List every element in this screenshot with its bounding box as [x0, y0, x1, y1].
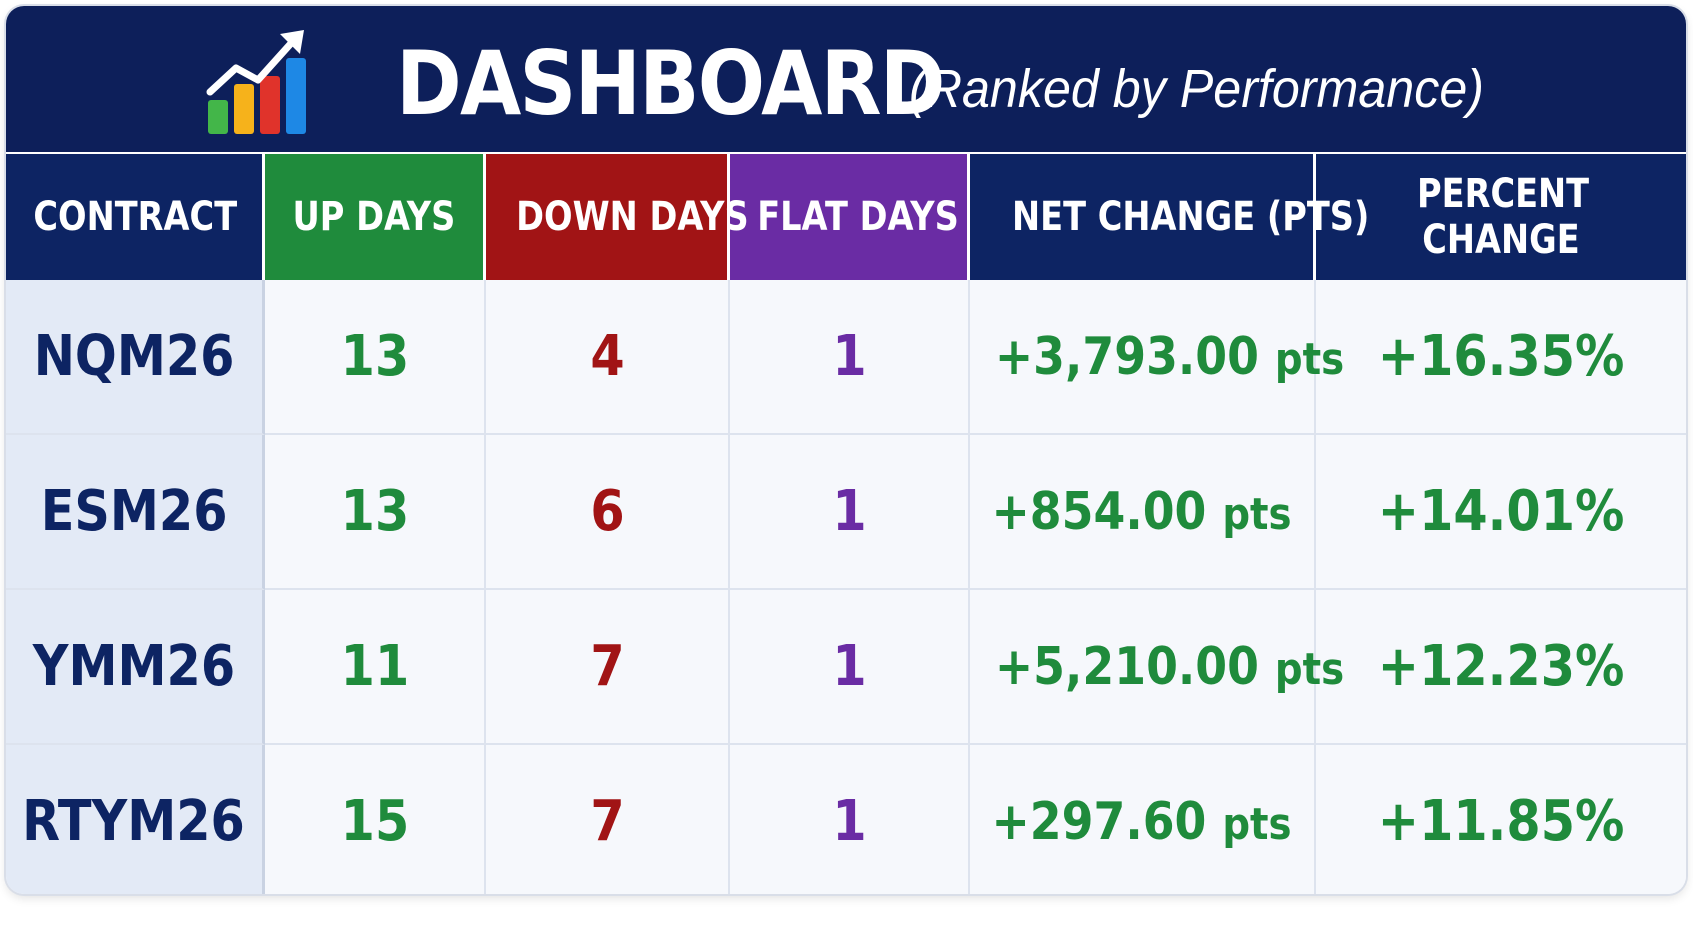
bar-chart-growth-icon — [206, 30, 306, 134]
up-days-cell: 11 — [265, 590, 486, 745]
table-row: RTYM26 15 7 1 +297.60 pts +11.85% — [6, 745, 1686, 894]
flat-days-cell: 1 — [730, 745, 970, 894]
column-header-percent-change: PERCENT CHANGE — [1316, 154, 1686, 280]
table-row: NQM26 13 4 1 +3,793.00 pts +16.35% — [6, 280, 1686, 435]
flat-days-cell: 1 — [730, 435, 970, 590]
column-header-contract: CONTRACT — [6, 154, 265, 280]
net-change-cell: +3,793.00 pts — [970, 280, 1344, 435]
percent-change-cell: +16.35% — [1316, 280, 1686, 435]
net-change-cell: +297.60 pts — [970, 745, 1316, 894]
contract-cell: NQM26 — [6, 280, 265, 435]
column-header-up-days: UP DAYS — [265, 154, 486, 280]
down-days-cell: 6 — [486, 435, 730, 590]
contract-cell: ESM26 — [6, 435, 265, 590]
page-title: DASHBOARD — [396, 32, 946, 135]
up-days-cell: 13 — [265, 435, 486, 590]
column-header-net-change: NET CHANGE (PTS) — [970, 154, 1369, 280]
net-change-cell: +5,210.00 pts — [970, 590, 1344, 745]
contract-cell: YMM26 — [6, 590, 265, 745]
down-days-cell: 7 — [486, 590, 730, 745]
net-change-cell: +854.00 pts — [970, 435, 1316, 590]
performance-table: CONTRACT UP DAYS DOWN DAYS FLAT DAYS NET… — [6, 154, 1686, 894]
percent-change-cell: +11.85% — [1316, 745, 1686, 894]
percent-change-cell: +14.01% — [1316, 435, 1686, 590]
dashboard-banner: DASHBOARD (Ranked by Performance) — [6, 6, 1686, 152]
flat-days-cell: 1 — [730, 280, 970, 435]
up-days-cell: 15 — [265, 745, 486, 894]
column-header-flat-days: FLAT DAYS — [730, 154, 970, 280]
percent-change-cell: +12.23% — [1316, 590, 1686, 745]
contract-cell: RTYM26 — [6, 745, 265, 894]
dashboard-card: DASHBOARD (Ranked by Performance) CONTRA… — [6, 6, 1686, 894]
column-header-down-days: DOWN DAYS — [486, 154, 749, 280]
table-row: ESM26 13 6 1 +854.00 pts +14.01% — [6, 435, 1686, 590]
table-row: YMM26 11 7 1 +5,210.00 pts +12.23% — [6, 590, 1686, 745]
table-header-row: CONTRACT UP DAYS DOWN DAYS FLAT DAYS NET… — [6, 154, 1686, 280]
down-days-cell: 7 — [486, 745, 730, 894]
flat-days-cell: 1 — [730, 590, 970, 745]
page-subtitle: (Ranked by Performance) — [909, 59, 1484, 119]
up-days-cell: 13 — [265, 280, 486, 435]
down-days-cell: 4 — [486, 280, 730, 435]
